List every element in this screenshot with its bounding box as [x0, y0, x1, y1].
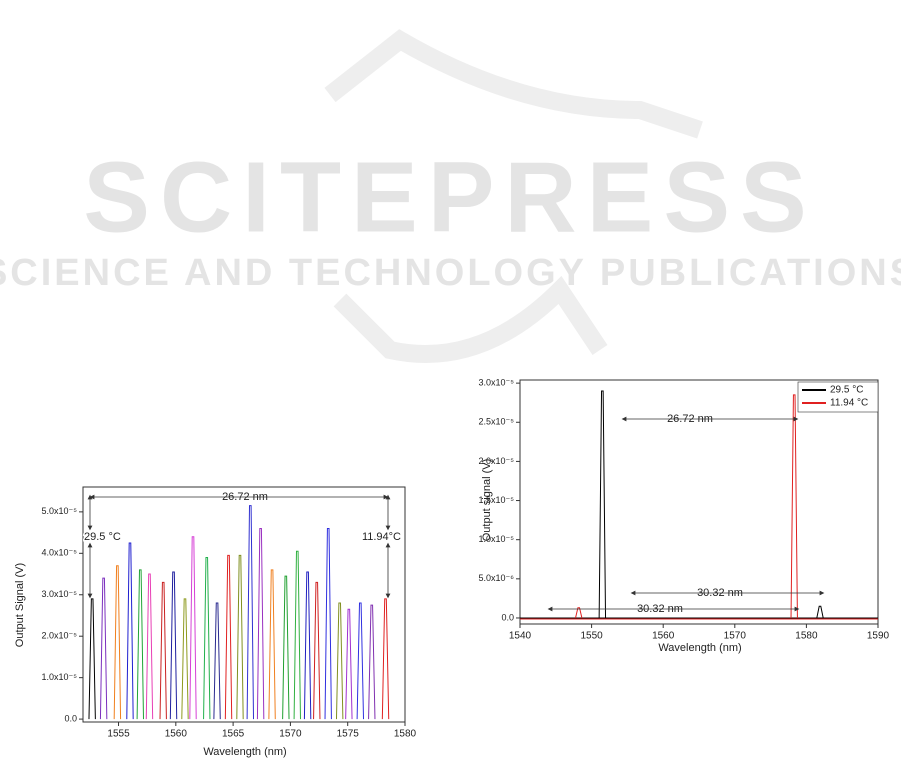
y-axis-label: Output signal (V)	[481, 459, 493, 542]
y-tick-label: 0.0	[64, 713, 77, 723]
peak	[136, 569, 144, 720]
plot-frame	[519, 379, 879, 625]
y-tick-label: 5.0x10⁻⁶	[479, 573, 515, 583]
watermark-logo	[324, 29, 703, 363]
x-tick-label: 1565	[222, 729, 245, 740]
y-tick-label: 2.0x10⁻⁵	[478, 456, 514, 466]
peak	[159, 581, 167, 720]
x-axis-label: Wavelength (nm)	[203, 746, 286, 758]
peak	[368, 604, 376, 720]
peak	[356, 602, 365, 720]
peak	[88, 598, 96, 720]
watermark-title: SCITEPRESS	[83, 141, 817, 253]
x-tick-label: 1555	[107, 729, 130, 740]
peak	[293, 550, 301, 720]
legend-label: 11.94 °C	[830, 398, 868, 409]
legend-box	[797, 381, 879, 413]
peak	[282, 575, 290, 720]
peak	[189, 536, 197, 720]
watermark: SCITEPRESS SCIENCE AND TECHNOLOGY PUBLIC…	[0, 29, 901, 363]
y-tick-label: 1.5x10⁻⁵	[478, 495, 514, 505]
x-tick-label: 1560	[652, 631, 675, 642]
legend-label: 29.5 °C	[830, 385, 863, 396]
peak	[313, 581, 321, 720]
y-tick-label: 2.0x10⁻⁵	[41, 631, 77, 641]
plot-frame	[82, 486, 406, 723]
x-tick-label: 1540	[509, 631, 532, 642]
peak	[213, 602, 221, 720]
watermark-subtitle: SCIENCE AND TECHNOLOGY PUBLICATIONS	[0, 252, 901, 294]
y-tick-label: 0.0	[501, 612, 514, 622]
peak	[203, 556, 211, 720]
peak	[268, 569, 276, 720]
peak	[598, 390, 607, 618]
y-tick-label: 1.0x10⁻⁵	[478, 534, 514, 544]
x-tick-label: 1580	[394, 729, 417, 740]
peak	[181, 598, 189, 720]
x-tick-label: 1580	[795, 631, 818, 642]
x-tick-label: 1560	[165, 729, 188, 740]
y-tick-label: 1.0x10⁻⁵	[41, 672, 77, 682]
y-tick-label: 3.0x10⁻⁵	[478, 378, 514, 388]
annotation: 11.94°C	[362, 531, 401, 543]
x-tick-label: 1575	[337, 729, 360, 740]
peak	[790, 394, 798, 618]
peak	[324, 527, 332, 720]
peak	[113, 565, 122, 720]
y-axis-label: Output Signal (V)	[14, 563, 26, 647]
peak	[246, 505, 255, 720]
annotation: 29.5 °C	[84, 531, 121, 543]
chart: 1555 1560 1565 1570 1575 1580 0.0 1.0x10⁻⁵ 2.0x1…	[14, 486, 417, 758]
peak	[381, 598, 390, 720]
x-tick-label: 1570	[724, 631, 747, 642]
y-tick-label: 3.0x10⁻⁵	[41, 589, 77, 599]
peak	[169, 571, 178, 720]
peak	[99, 577, 108, 720]
y-tick-label: 5.0x10⁻⁵	[41, 506, 77, 516]
peak	[256, 527, 265, 720]
peak	[303, 571, 312, 720]
x-tick-label: 1570	[279, 729, 302, 740]
peak	[345, 608, 353, 720]
x-tick-label: 1550	[580, 631, 603, 642]
peak	[236, 554, 244, 720]
peak	[145, 573, 154, 720]
peak	[126, 542, 134, 720]
y-tick-label: 4.0x10⁻⁵	[41, 548, 77, 558]
x-axis-label: Wavelength (nm)	[658, 642, 741, 654]
peak	[816, 605, 824, 619]
peak	[335, 602, 344, 720]
peak	[224, 554, 233, 720]
x-tick-label: 1590	[867, 631, 890, 642]
y-tick-label: 2.5x10⁻⁵	[478, 417, 514, 427]
